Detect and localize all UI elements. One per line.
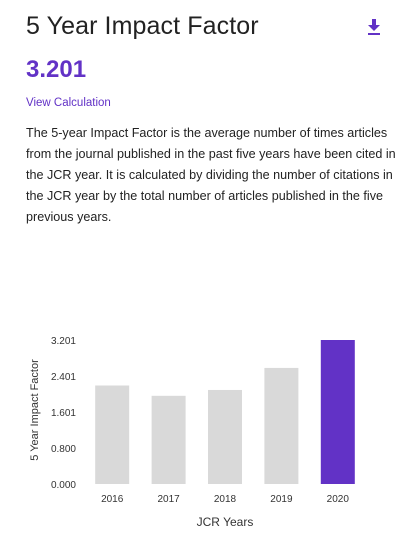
x-tick-label: 2018 (214, 494, 237, 505)
bar-2018[interactable] (208, 389, 242, 484)
y-tick-label: 3.201 (51, 336, 76, 347)
bars-group (95, 340, 355, 484)
bar-2019[interactable] (264, 367, 299, 484)
x-axis-label: JCR Years (197, 515, 254, 529)
x-tick-label: 2016 (101, 494, 124, 505)
y-tick-label: 1.601 (51, 408, 76, 419)
x-tick-label: 2019 (270, 494, 293, 505)
bar-2016[interactable] (95, 385, 130, 484)
y-tick-label: 0.000 (51, 480, 76, 491)
bar-2020[interactable] (320, 340, 355, 484)
x-axis-ticks: 2016 2017 2018 2019 2020 (101, 494, 349, 505)
x-tick-label: 2020 (327, 494, 350, 505)
description-text: The 5-year Impact Factor is the average … (26, 126, 396, 224)
x-tick-label: 2017 (157, 494, 180, 505)
download-icon[interactable] (367, 19, 381, 35)
y-tick-label: 2.401 (51, 372, 76, 383)
impact-factor-chart: 5 Year Impact Factor 0.000 0.800 1.601 2.40… (29, 336, 355, 529)
y-axis-label: 5 Year Impact Factor (29, 359, 41, 461)
view-calculation-link[interactable]: View Calculation (26, 97, 111, 109)
impact-factor-value: 3.201 (26, 56, 87, 83)
y-tick-label: 0.800 (51, 444, 76, 455)
page-title: 5 Year Impact Factor (26, 12, 259, 40)
bar-2017[interactable] (151, 395, 186, 484)
y-axis-ticks: 0.000 0.800 1.601 2.401 3.201 (51, 336, 76, 491)
